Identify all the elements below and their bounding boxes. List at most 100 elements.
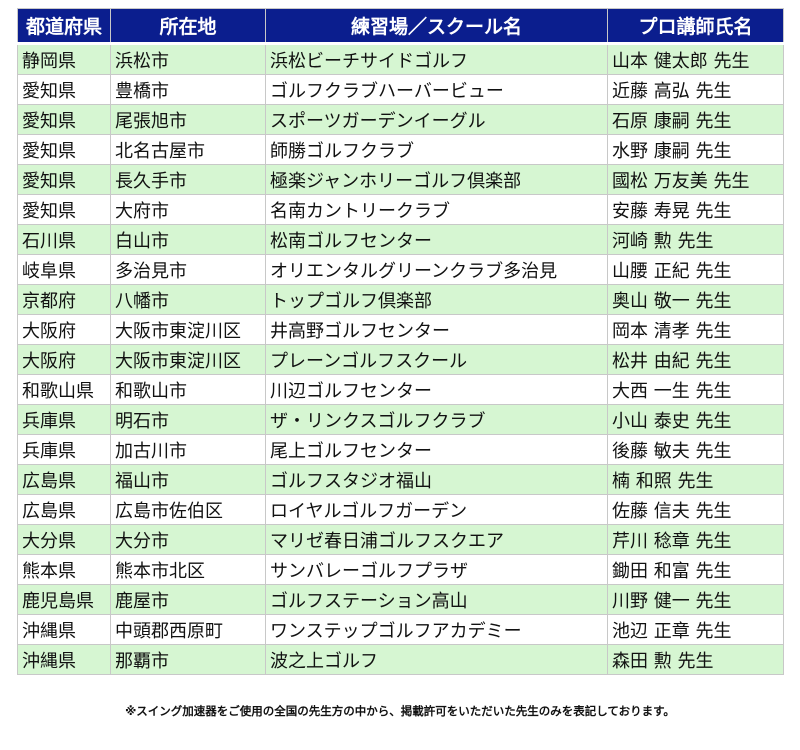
table-row: 鹿児島県 鹿屋市 ゴルフステーション高山 川野 健一 先生 — [17, 584, 784, 615]
cell-instructor: 岡本 清孝 先生 — [607, 314, 784, 345]
cell-location: 鹿屋市 — [110, 584, 266, 615]
cell-facility: オリエンタルグリーンクラブ多治見 — [265, 254, 608, 285]
table-row: 和歌山県 和歌山市 川辺ゴルフセンター 大西 一生 先生 — [17, 374, 784, 405]
cell-instructor: 佐藤 信夫 先生 — [607, 494, 784, 525]
cell-instructor: 河崎 勲 先生 — [607, 224, 784, 255]
table-row: 愛知県 北名古屋市 師勝ゴルフクラブ 水野 康嗣 先生 — [17, 134, 784, 165]
cell-instructor: 松井 由紀 先生 — [607, 344, 784, 375]
cell-prefecture: 広島県 — [17, 494, 111, 525]
cell-location: 尾張旭市 — [110, 104, 266, 135]
table-row: 大阪府 大阪市東淀川区 井高野ゴルフセンター 岡本 清孝 先生 — [17, 314, 784, 345]
footnote: ※スイング加速器をご使用の全国の先生方の中から、掲載許可をいただいた先生のみを表… — [125, 704, 675, 718]
cell-prefecture: 和歌山県 — [17, 374, 111, 405]
cell-instructor: 大西 一生 先生 — [607, 374, 784, 405]
cell-facility: ロイヤルゴルフガーデン — [265, 494, 608, 525]
cell-prefecture: 愛知県 — [17, 104, 111, 135]
table-row: 愛知県 大府市 名南カントリークラブ 安藤 寿晃 先生 — [17, 194, 784, 225]
table-row: 愛知県 長久手市 極楽ジャンホリーゴルフ倶楽部 國松 万友美 先生 — [17, 164, 784, 195]
table-row: 愛知県 尾張旭市 スポーツガーデンイーグル 石原 康嗣 先生 — [17, 104, 784, 135]
cell-instructor: 奥山 敬一 先生 — [607, 284, 784, 315]
cell-facility: サンバレーゴルフプラザ — [265, 554, 608, 585]
cell-instructor: 安藤 寿晃 先生 — [607, 194, 784, 225]
cell-prefecture: 大阪府 — [17, 344, 111, 375]
cell-facility: 松南ゴルフセンター — [265, 224, 608, 255]
cell-instructor: 水野 康嗣 先生 — [607, 134, 784, 165]
cell-location: 多治見市 — [110, 254, 266, 285]
cell-facility: マリゼ春日浦ゴルフスクエア — [265, 524, 608, 555]
cell-location: 和歌山市 — [110, 374, 266, 405]
table-row: 沖縄県 中頭郡西原町 ワンステップゴルフアカデミー 池辺 正章 先生 — [17, 614, 784, 645]
cell-instructor: 芹川 稔章 先生 — [607, 524, 784, 555]
cell-facility: 浜松ビーチサイドゴルフ — [265, 43, 608, 75]
cell-location: 大分市 — [110, 524, 266, 555]
cell-facility: 尾上ゴルフセンター — [265, 434, 608, 465]
cell-facility: ゴルフクラブハーバービュー — [265, 74, 608, 105]
cell-facility: 極楽ジャンホリーゴルフ倶楽部 — [265, 164, 608, 195]
cell-instructor: 石原 康嗣 先生 — [607, 104, 784, 135]
cell-location: 白山市 — [110, 224, 266, 255]
cell-location: 福山市 — [110, 464, 266, 495]
table-row: 静岡県 浜松市 浜松ビーチサイドゴルフ 山本 健太郎 先生 — [17, 43, 784, 75]
cell-location: 中頭郡西原町 — [110, 614, 266, 645]
cell-location: 北名古屋市 — [110, 134, 266, 165]
table-row: 岐阜県 多治見市 オリエンタルグリーンクラブ多治見 山腰 正紀 先生 — [17, 254, 784, 285]
cell-facility: スポーツガーデンイーグル — [265, 104, 608, 135]
cell-instructor: 池辺 正章 先生 — [607, 614, 784, 645]
cell-prefecture: 愛知県 — [17, 134, 111, 165]
cell-prefecture: 沖縄県 — [17, 614, 111, 645]
cell-prefecture: 大阪府 — [17, 314, 111, 345]
cell-prefecture: 沖縄県 — [17, 644, 111, 675]
cell-location: 長久手市 — [110, 164, 266, 195]
cell-instructor: 鋤田 和富 先生 — [607, 554, 784, 585]
cell-prefecture: 大分県 — [17, 524, 111, 555]
table-row: 沖縄県 那覇市 波之上ゴルフ 森田 勲 先生 — [17, 644, 784, 675]
cell-location: 明石市 — [110, 404, 266, 435]
cell-facility: トップゴルフ倶楽部 — [265, 284, 608, 315]
header-prefecture: 都道府県 — [17, 8, 111, 45]
cell-instructor: 森田 勲 先生 — [607, 644, 784, 675]
cell-prefecture: 兵庫県 — [17, 434, 111, 465]
instructor-table: 都道府県 所在地 練習場／スクール名 プロ講師氏名 静岡県 浜松市 浜松ビーチサイド… — [17, 8, 784, 675]
cell-facility: ザ・リンクスゴルフクラブ — [265, 404, 608, 435]
cell-prefecture: 愛知県 — [17, 164, 111, 195]
cell-prefecture: 石川県 — [17, 224, 111, 255]
cell-facility: ゴルフステーション高山 — [265, 584, 608, 615]
cell-prefecture: 鹿児島県 — [17, 584, 111, 615]
cell-prefecture: 静岡県 — [17, 43, 111, 75]
table-row: 京都府 八幡市 トップゴルフ倶楽部 奥山 敬一 先生 — [17, 284, 784, 315]
cell-instructor: 川野 健一 先生 — [607, 584, 784, 615]
table-row: 広島県 福山市 ゴルフスタジオ福山楠 和照 先生 — [17, 464, 784, 495]
cell-instructor: 楠 和照 先生 — [607, 464, 784, 495]
cell-prefecture: 愛知県 — [17, 194, 111, 225]
table-row: 兵庫県 明石市 ザ・リンクスゴルフクラブ 小山 泰史 先生 — [17, 404, 784, 435]
table-body: 静岡県 浜松市 浜松ビーチサイドゴルフ 山本 健太郎 先生 愛知県 豊橋市 ゴルフクラブハー… — [17, 43, 784, 675]
cell-facility: ゴルフスタジオ福山 — [265, 464, 608, 495]
cell-location: 熊本市北区 — [110, 554, 266, 585]
cell-facility: 波之上ゴルフ — [265, 644, 608, 675]
cell-location: 大阪市東淀川区 — [110, 314, 266, 345]
cell-facility: 師勝ゴルフクラブ — [265, 134, 608, 165]
cell-instructor: 山本 健太郎 先生 — [607, 43, 784, 75]
cell-facility: プレーンゴルフスクール — [265, 344, 608, 375]
table-row: 広島県 広島市佐伯区 ロイヤルゴルフガーデン 佐藤 信夫 先生 — [17, 494, 784, 525]
cell-prefecture: 熊本県 — [17, 554, 111, 585]
cell-instructor: 近藤 高弘 先生 — [607, 74, 784, 105]
cell-instructor: 後藤 敏夫 先生 — [607, 434, 784, 465]
cell-facility: 川辺ゴルフセンター — [265, 374, 608, 405]
table-row: 大分県 大分市 マリゼ春日浦ゴルフスクエア 芹川 稔章 先生 — [17, 524, 784, 555]
cell-location: 広島市佐伯区 — [110, 494, 266, 525]
cell-instructor: 國松 万友美 先生 — [607, 164, 784, 195]
cell-prefecture: 広島県 — [17, 464, 111, 495]
cell-location: 豊橋市 — [110, 74, 266, 105]
cell-facility: 名南カントリークラブ — [265, 194, 608, 225]
cell-location: 大府市 — [110, 194, 266, 225]
cell-facility: ワンステップゴルフアカデミー — [265, 614, 608, 645]
table-row: 兵庫県 加古川市 尾上ゴルフセンター 後藤 敏夫 先生 — [17, 434, 784, 465]
header-facility: 練習場／スクール名 — [265, 8, 608, 45]
cell-prefecture: 岐阜県 — [17, 254, 111, 285]
cell-instructor: 小山 泰史 先生 — [607, 404, 784, 435]
table-row: 大阪府 大阪市東淀川区 プレーンゴルフスクール 松井 由紀 先生 — [17, 344, 784, 375]
header-row: 都道府県 所在地 練習場／スクール名 プロ講師氏名 — [17, 8, 784, 45]
cell-location: 那覇市 — [110, 644, 266, 675]
cell-location: 加古川市 — [110, 434, 266, 465]
